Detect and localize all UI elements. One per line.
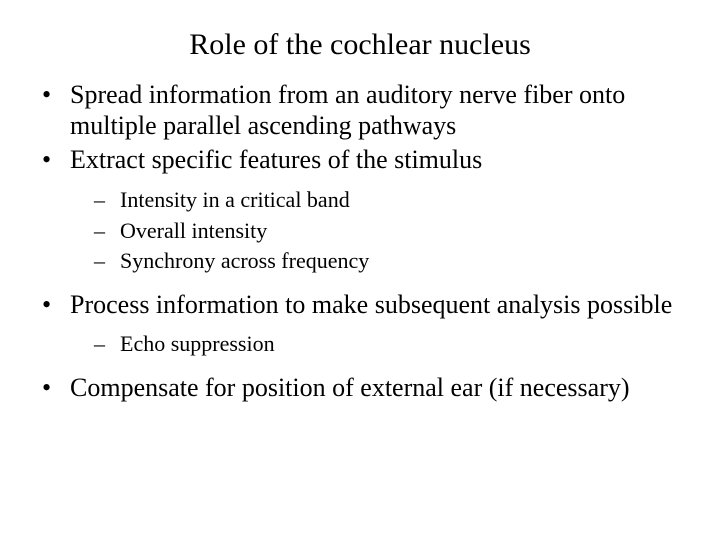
sub-bullet-item: Echo suppression <box>70 330 684 359</box>
sub-bullet-text: Synchrony across frequency <box>120 248 369 273</box>
bullet-text: Spread information from an auditory nerv… <box>70 80 625 140</box>
bullet-text: Compensate for position of external ear … <box>70 373 630 402</box>
sub-bullet-item: Intensity in a critical band <box>70 186 684 215</box>
sub-bullet-text: Overall intensity <box>120 218 267 243</box>
bullet-item: Compensate for position of external ear … <box>36 373 684 404</box>
sub-bullet-text: Intensity in a critical band <box>120 187 350 212</box>
bullet-item: Spread information from an auditory nerv… <box>36 80 684 141</box>
slide: Role of the cochlear nucleus Spread info… <box>0 0 720 540</box>
sub-bullet-item: Overall intensity <box>70 217 684 246</box>
bullet-list: Spread information from an auditory nerv… <box>36 80 684 404</box>
bullet-item: Process information to make subsequent a… <box>36 290 684 359</box>
bullet-text: Extract specific features of the stimulu… <box>70 145 482 174</box>
bullet-text: Process information to make subsequent a… <box>70 290 672 319</box>
sub-bullet-list: Echo suppression <box>70 330 684 359</box>
sub-bullet-item: Synchrony across frequency <box>70 247 684 276</box>
bullet-item: Extract specific features of the stimulu… <box>36 145 684 275</box>
slide-title: Role of the cochlear nucleus <box>36 28 684 62</box>
sub-bullet-text: Echo suppression <box>120 331 275 356</box>
sub-bullet-list: Intensity in a critical band Overall int… <box>70 186 684 276</box>
